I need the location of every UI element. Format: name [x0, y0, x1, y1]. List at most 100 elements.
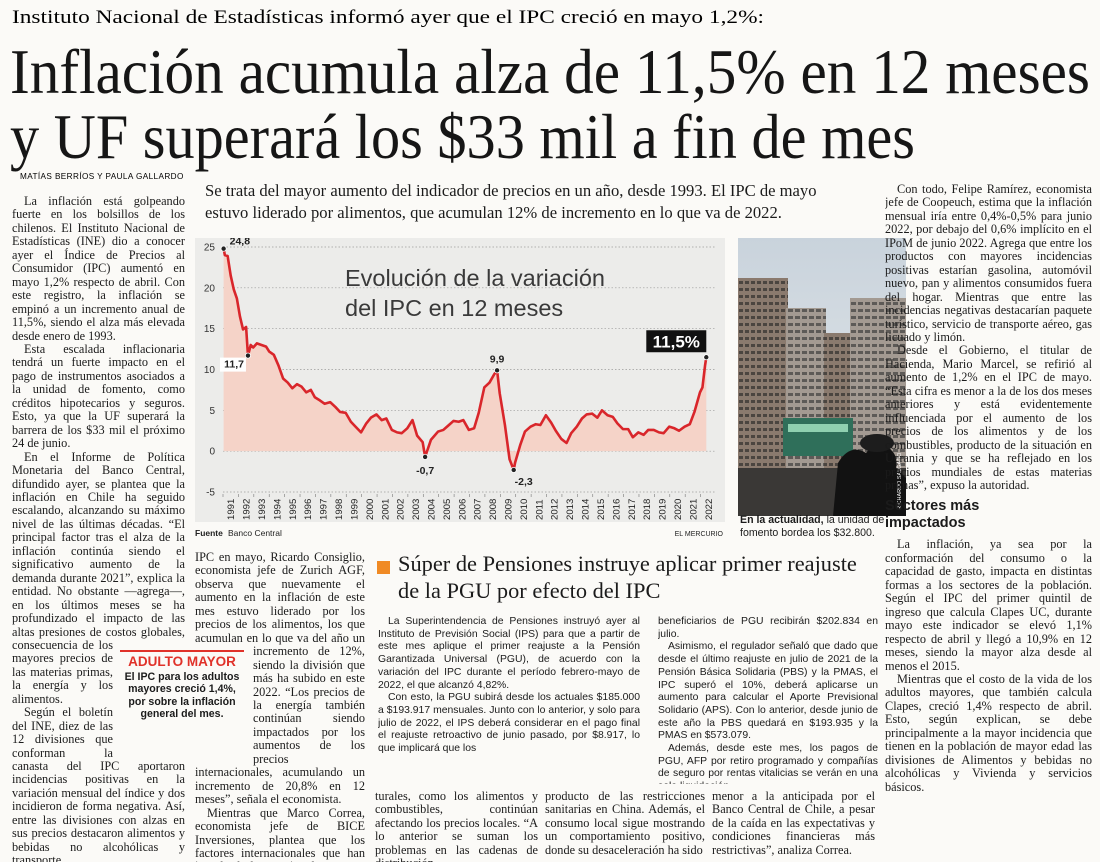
x-tick-label: 1993	[257, 499, 268, 520]
credit: EL MERCURIO	[675, 531, 724, 538]
x-tick-label: 2019	[658, 499, 669, 520]
x-tick-label: 2020	[673, 499, 684, 520]
paragraphs: beneficiarios de PGU recibirán $202.834 …	[658, 616, 878, 784]
source: Banco Central	[228, 528, 282, 538]
x-tick-label: 2016	[611, 499, 622, 520]
x-tick-label: 1994	[272, 498, 283, 520]
x-tick-label: 2009	[504, 499, 515, 520]
column: IPC en mayo, Ricardo Consiglio, economis…	[195, 551, 365, 862]
paragraphs: IPC en mayo, Ricardo Consiglio, economis…	[195, 551, 365, 862]
paragraphs: La inflación, ya sea por la conformación…	[885, 538, 1092, 794]
column: Con todo, Felipe Ramírez, economista jef…	[885, 183, 1092, 862]
x-tick-label: 2014	[581, 498, 592, 520]
chart-title: del IPC en 12 meses	[345, 295, 563, 321]
x-tick-label: 2007	[473, 499, 484, 520]
paragraph: La Superintendencia de Pensiones instruy…	[378, 616, 640, 691]
paragraph: Con esto, la PGU subirá desde los actual…	[378, 692, 640, 755]
headline: y UF superará los $33 mil a fin de mes	[10, 102, 915, 172]
annotation-point	[422, 453, 429, 460]
paragraph: La inflación está golpeando fuerte en lo…	[12, 195, 185, 343]
x-tick-label: 2008	[488, 499, 499, 520]
photo-credit: RICHARDO SALGADO	[897, 452, 903, 510]
paragraphs: La inflación está golpeando fuerte en lo…	[12, 195, 185, 862]
y-tick-label: 5	[209, 406, 215, 417]
x-tick-label: 2021	[688, 499, 699, 520]
annotation-label: 24,8	[230, 238, 251, 248]
subhead: Sectores más impactados	[885, 498, 980, 532]
x-tick-label: 2000	[365, 499, 376, 520]
column: menor a la anticipada por el Banco Centr…	[712, 790, 875, 862]
source-label: Fuente	[195, 528, 223, 538]
caption-lead: En la actualidad,	[740, 514, 824, 526]
x-tick-label: 1998	[334, 499, 345, 520]
paragraph: En el Informe de Política Monetaria del …	[12, 449, 185, 706]
x-tick-label: 2018	[642, 499, 653, 520]
annotation-label: 9,9	[490, 353, 505, 365]
paragraph: menor a la anticipada por el Banco Centr…	[712, 790, 875, 857]
section-marker	[377, 561, 390, 574]
x-tick-label: 2013	[565, 499, 576, 520]
paragraph: Desde el Gobierno, el titular de Haciend…	[885, 343, 1092, 492]
photo-caption: En la actualidad, la unidad de fomento b…	[740, 514, 906, 539]
annotation-label: -0,7	[416, 465, 434, 477]
annotation-point	[703, 354, 710, 361]
x-tick-label: 2004	[426, 498, 437, 520]
pension-column: La Superintendencia de Pensiones instruy…	[378, 616, 640, 784]
annotation-box	[219, 357, 246, 372]
paragraph: Según el boletín del INE, diez de las 12…	[12, 705, 185, 862]
x-tick-label: 2005	[442, 499, 453, 520]
x-tick-label: 2010	[519, 499, 530, 520]
x-tick-label: 1997	[319, 499, 330, 520]
column: producto de las restricciones sanitarias…	[545, 790, 705, 862]
headline: Inflación acumula alza de 11,5% en 12 me…	[10, 37, 1090, 107]
paragraphs: turales, como los alimentos y combustibl…	[375, 790, 538, 862]
billboard	[788, 424, 848, 432]
chart-title: Evolución de la variación	[345, 265, 605, 291]
x-tick-label: 2022	[704, 499, 715, 520]
person	[860, 434, 894, 452]
area	[223, 248, 707, 470]
deck: Se trata del mayor aumento del indicador…	[205, 180, 817, 224]
y-tick-label: 15	[204, 324, 216, 335]
annotation-label: 11,7	[224, 359, 244, 371]
paragraphs: Con todo, Felipe Ramírez, economista jef…	[885, 183, 1092, 492]
pension-headline: Súper de Pensiones instruye aplicar prim…	[398, 551, 857, 603]
annotation-point	[494, 367, 501, 374]
paragraph: producto de las restricciones sanitarias…	[545, 790, 705, 857]
x-tick-label: 2003	[411, 499, 422, 520]
x-tick-label: 2012	[550, 499, 561, 520]
x-tick-label: 1991	[226, 499, 237, 520]
y-tick-label: 0	[209, 447, 215, 458]
y-tick-label: 10	[204, 365, 216, 376]
x-tick-label: 1992	[242, 499, 253, 520]
paragraph: Esta escalada inflacionaria tendrá un fu…	[12, 341, 185, 451]
y-tick-label: -5	[206, 488, 215, 499]
paragraphs: producto de las restricciones sanitarias…	[545, 790, 705, 857]
annotation-point	[220, 245, 227, 252]
annotation-label: 11,5%	[653, 332, 700, 351]
annotation-point	[244, 352, 251, 359]
paragraph: Mientras que el costo de la vida de los …	[885, 671, 1092, 794]
x-tick-label: 2011	[534, 499, 545, 520]
paragraphs: menor a la anticipada por el Banco Centr…	[712, 790, 875, 857]
y-tick-label: 25	[204, 243, 216, 254]
byline: MATÍAS BERRÍOS Y PAULA GALLARDO	[20, 171, 184, 181]
deck-line: Se trata del mayor aumento del indicador…	[205, 181, 817, 200]
column: La inflación está golpeando fuerte en lo…	[12, 195, 185, 862]
annotation-point	[510, 466, 517, 473]
billboard	[783, 418, 853, 456]
sidebar-title: ADULTO MAYOR	[120, 650, 244, 669]
x-tick-label: 1995	[288, 499, 299, 520]
deck-line: estuvo liderado por alimentos, que acumu…	[205, 203, 782, 222]
paragraph: Con todo, Felipe Ramírez, economista jef…	[885, 183, 1092, 344]
x-tick-label: 1999	[349, 499, 360, 520]
pension-column: beneficiarios de PGU recibirán $202.834 …	[658, 616, 878, 784]
x-tick-label: 2017	[627, 499, 638, 520]
line	[222, 248, 708, 472]
kicker: Instituto Nacional de Estadísticas infor…	[12, 7, 764, 28]
annotation-box	[646, 330, 707, 353]
header: Instituto Nacional de Estadísticas infor…	[10, 7, 1090, 181]
paragraph: IPC en mayo, Ricardo Consiglio, economis…	[195, 551, 365, 807]
